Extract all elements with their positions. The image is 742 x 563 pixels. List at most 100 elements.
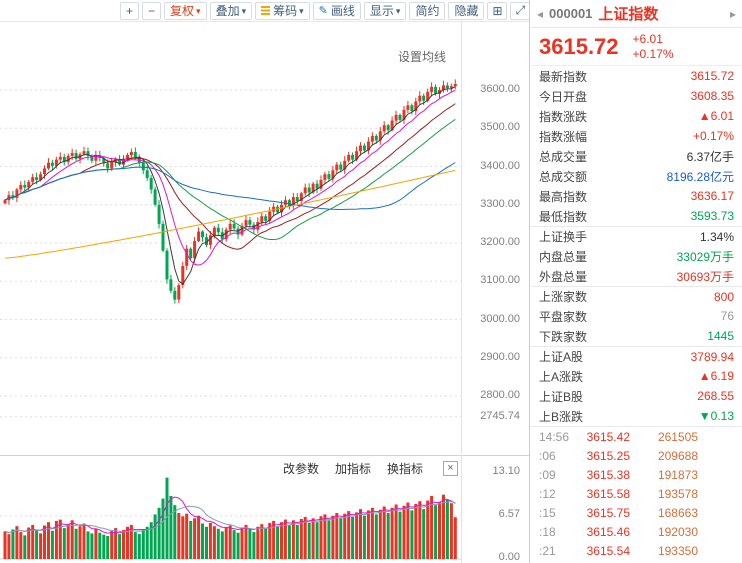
tick-list[interactable]: 14:56 3615.42 261505 :06 3615.25 209688 :09 361… bbox=[531, 426, 742, 560]
toolbar-button-simple[interactable]: 简约 bbox=[409, 1, 446, 20]
toolbar-button-adjust[interactable]: 复权 ▾ bbox=[164, 1, 207, 20]
toolbar-button-overlay[interactable]: 叠加 ▾ bbox=[209, 1, 253, 20]
quote-summary: 3615.72 +6.01 +0.17% bbox=[531, 28, 742, 66]
quote-row-value: 1445 bbox=[707, 329, 734, 343]
quote-row-value: 30693万手 bbox=[676, 269, 734, 284]
toolbar-buttons: + − 复权 ▾ 叠加 ▾ 筹码 ▾ ✎ 画线 显示 ▾ 简约 隐藏 bbox=[120, 1, 485, 20]
tick-row: 14:56 3615.42 261505 bbox=[531, 427, 742, 446]
quote-row: 内盘总量 33029万手 bbox=[531, 246, 742, 266]
tick-volume: 192030 bbox=[657, 524, 698, 539]
quote-row-label: 内盘总量 bbox=[539, 249, 588, 264]
toolbar-button-label: 画线 bbox=[330, 4, 355, 18]
volume-pane: 改参数 加指标 换指标 × bbox=[0, 455, 529, 563]
tick-volume: 191873 bbox=[657, 467, 698, 482]
quote-row-label: 上证A股 bbox=[539, 350, 584, 364]
tick-row: :15 3615.75 168663 bbox=[531, 503, 742, 522]
tick-price: 3615.25 bbox=[586, 448, 630, 463]
tick-row: :21 3615.54 193350 bbox=[531, 541, 742, 560]
y-axis-label: 3500.00 bbox=[480, 121, 520, 134]
volume-axis-label: 0.00 bbox=[498, 551, 520, 563]
tick-row: :06 3615.25 209688 bbox=[531, 446, 742, 465]
caret-down-icon: ▾ bbox=[299, 6, 304, 16]
candlestick-pane: 设置均线 bbox=[0, 22, 529, 455]
quote-row: 指数涨幅 +0.17% bbox=[531, 126, 742, 146]
chip-distribution-icon bbox=[261, 6, 271, 15]
quote-panel: ◂ 000001 上证指数 ▸ 3615.72 +6.01 +0.17% 最新指… bbox=[531, 0, 742, 563]
quote-row-label: 上A涨跌 bbox=[539, 369, 584, 384]
quote-row-label: 上B涨跌 bbox=[539, 409, 584, 424]
quote-row: 总成交量 6.37亿手 bbox=[531, 146, 742, 166]
price-change-pct: +0.17% bbox=[632, 46, 674, 61]
quote-row: 外盘总量 30693万手 bbox=[531, 266, 742, 286]
prev-stock-icon[interactable]: ◂ bbox=[537, 6, 544, 21]
price-change: +6.01 bbox=[632, 31, 663, 46]
y-axis-label: 3600.00 bbox=[480, 83, 520, 95]
quote-row: 上涨家数 800 bbox=[531, 286, 742, 306]
quote-row: 上证B股 268.55 bbox=[531, 386, 742, 406]
quote-row: 指数涨跌 ▲6.01 bbox=[531, 106, 742, 126]
pencil-icon: ✎ bbox=[318, 5, 328, 17]
toolbar-button-hide[interactable]: 隐藏 bbox=[448, 1, 485, 20]
quote-row-label: 指数涨幅 bbox=[539, 129, 588, 144]
ma-settings-link[interactable]: 设置均线 bbox=[397, 50, 446, 64]
tick-price: 3615.46 bbox=[586, 524, 630, 539]
y-axis-label: 2900.00 bbox=[480, 350, 520, 363]
chart-area: + − 复权 ▾ 叠加 ▾ 筹码 ▾ ✎ 画线 显示 ▾ 简约 隐藏 ⊞ ⤢ 设置均线 改参数 加指标 换指… bbox=[0, 0, 530, 563]
toolbar-button-label: − bbox=[148, 3, 156, 18]
quote-row-label: 指数涨跌 bbox=[539, 109, 588, 124]
candlestick-chart[interactable] bbox=[0, 22, 461, 455]
y-axis-label: 3400.00 bbox=[480, 159, 520, 172]
quote-row-value: 76 bbox=[720, 309, 734, 323]
tick-time: :09 bbox=[539, 467, 556, 482]
tick-time: :21 bbox=[539, 543, 556, 558]
grid-icon[interactable]: ⊞ bbox=[487, 1, 508, 20]
price-change-block: +6.01 +0.17% bbox=[633, 32, 674, 62]
quote-row-label: 最高指数 bbox=[539, 189, 588, 204]
toolbar-button-display[interactable]: 显示 ▾ bbox=[363, 1, 407, 20]
y-axis-label: 2745.74 bbox=[480, 409, 520, 422]
toolbar-button-label: 显示 bbox=[369, 4, 394, 18]
indicator-links: 改参数 加指标 换指标 × bbox=[283, 460, 458, 477]
tick-price: 3615.54 bbox=[586, 543, 630, 558]
tick-row: :12 3615.58 193578 bbox=[531, 484, 742, 503]
quote-row: 上B涨跌 ▼0.13 bbox=[531, 406, 742, 426]
tick-row: :09 3615.38 191873 bbox=[531, 465, 742, 484]
toolbar-icon-buttons: ⊞ ⤢ bbox=[487, 1, 529, 20]
quote-row-value: ▲6.01 bbox=[698, 109, 734, 123]
toolbar-button-label: 简约 bbox=[415, 4, 440, 18]
caret-down-icon: ▾ bbox=[241, 6, 247, 16]
quote-row-value: 268.55 bbox=[697, 389, 734, 403]
quote-row-value: 33029万手 bbox=[676, 249, 734, 264]
quote-row: 上证换手 1.34% bbox=[531, 226, 742, 246]
stock-name[interactable]: 上证指数 bbox=[598, 6, 659, 23]
quote-row-label: 外盘总量 bbox=[539, 269, 588, 284]
quote-row: 最低指数 3593.73 bbox=[531, 206, 742, 226]
close-icon[interactable]: × bbox=[443, 461, 458, 476]
tick-time: :06 bbox=[539, 448, 556, 463]
change-params-link[interactable]: 改参数 bbox=[282, 462, 319, 476]
tick-time: :18 bbox=[539, 524, 556, 539]
quote-row-label: 上证换手 bbox=[539, 230, 588, 244]
caret-down-icon: ▾ bbox=[196, 6, 201, 16]
y-axis-label: 3300.00 bbox=[480, 197, 520, 210]
tick-time: :15 bbox=[539, 505, 556, 520]
tick-volume: 209688 bbox=[657, 448, 698, 463]
add-indicator-link[interactable]: 加指标 bbox=[334, 462, 371, 476]
quote-header: ◂ 000001 上证指数 ▸ bbox=[531, 0, 742, 28]
tick-price: 3615.38 bbox=[586, 467, 630, 482]
quote-row: 下跌家数 1445 bbox=[531, 326, 742, 346]
next-stock-icon[interactable]: ▸ bbox=[729, 6, 736, 21]
toolbar-button-draw-line[interactable]: ✎ 画线 bbox=[312, 1, 361, 20]
switch-indicator-link[interactable]: 换指标 bbox=[386, 462, 423, 476]
quote-row-value: 3615.72 bbox=[690, 69, 734, 83]
quote-row-value: 3593.73 bbox=[690, 209, 734, 223]
quote-row-label: 今日开盘 bbox=[539, 89, 588, 104]
toolbar-button-zoom-in[interactable]: + bbox=[120, 1, 140, 20]
fullscreen-icon[interactable]: ⤢ bbox=[510, 1, 529, 20]
y-axis-label: 2800.00 bbox=[480, 389, 520, 401]
toolbar-button-chip[interactable]: 筹码 ▾ bbox=[255, 1, 310, 20]
toolbar-button-zoom-out[interactable]: − bbox=[142, 1, 162, 20]
quote-row-value: +0.17% bbox=[692, 129, 734, 143]
volume-chart[interactable] bbox=[0, 456, 461, 563]
quote-row-label: 下跌家数 bbox=[539, 329, 588, 344]
